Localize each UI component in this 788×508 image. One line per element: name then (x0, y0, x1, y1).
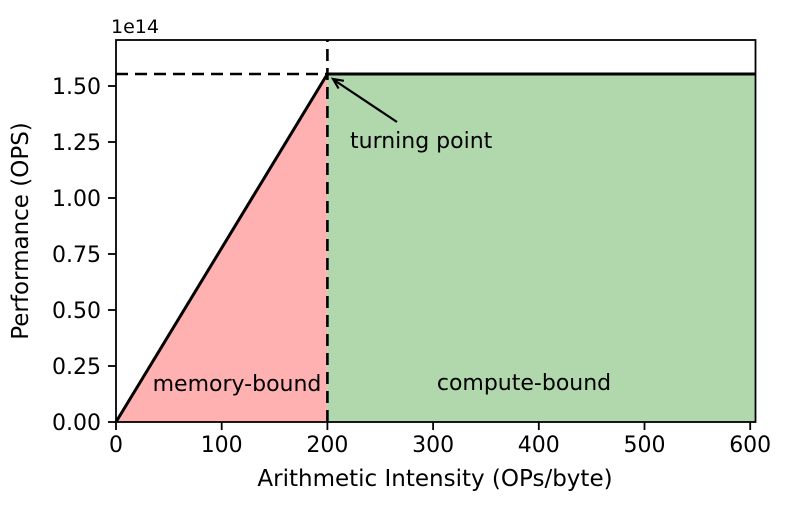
x-tick-label-100: 100 (201, 433, 243, 458)
y-tick-label-1.00: 1.00 (52, 187, 101, 212)
turning-point-label: turning point (350, 129, 493, 154)
memory-bound-label: memory-bound (153, 372, 322, 397)
x-tick-label-0: 0 (109, 433, 123, 458)
y-axis-label: Performance (OPS) (8, 122, 34, 340)
y-tick-labels: 0.00 0.25 0.50 0.75 1.00 1.25 1.50 (52, 75, 101, 436)
y-tick-label-0.00: 0.00 (52, 411, 101, 436)
x-tick-marks (115, 422, 752, 430)
roofline-series-line (114, 72, 756, 423)
y-tick-label-0.50: 0.50 (52, 299, 101, 324)
plot-border (115, 39, 757, 423)
y-axis-offset-label: 1e14 (111, 16, 159, 38)
compute-bound-region (327, 74, 756, 422)
turning-point-arrow (330, 77, 398, 123)
x-axis-label: Arithmetic Intensity (OPs/byte) (257, 466, 612, 492)
x-tick-label-200: 200 (306, 433, 348, 458)
y-tick-label-1.50: 1.50 (52, 75, 101, 100)
x-tick-label-500: 500 (624, 433, 666, 458)
x-tick-label-600: 600 (729, 433, 771, 458)
x-tick-label-400: 400 (518, 433, 560, 458)
x-tick-label-300: 300 (412, 433, 454, 458)
y-tick-label-1.25: 1.25 (52, 131, 101, 156)
y-tick-marks (108, 85, 116, 423)
compute-bound-label: compute-bound (437, 371, 611, 396)
y-tick-label-0.25: 0.25 (52, 355, 101, 380)
x-tick-labels: 0 100 200 300 400 500 600 (109, 433, 771, 458)
y-tick-label-0.75: 0.75 (52, 243, 101, 268)
